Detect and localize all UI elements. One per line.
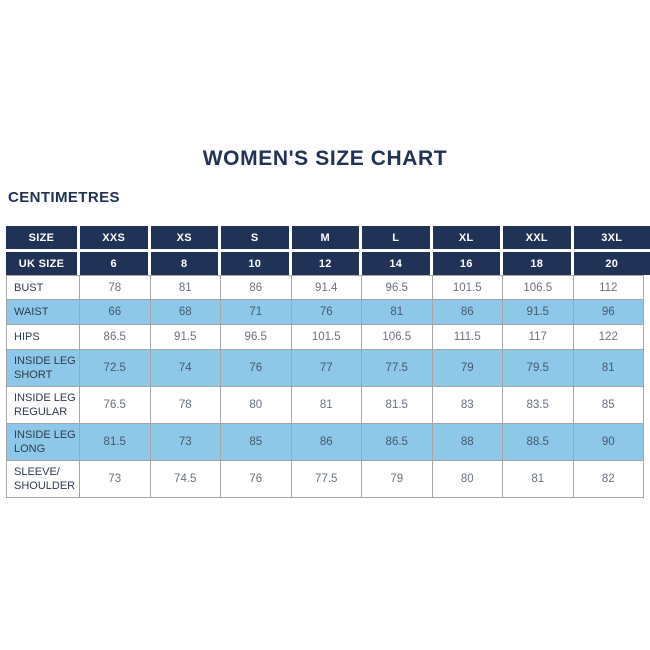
header-row-label: UK SIZE (6, 252, 80, 275)
header-size-cell: 3XL (573, 226, 650, 252)
measurement-cell: 73 (150, 424, 221, 461)
measurement-cell: 77.5 (291, 461, 362, 498)
measurement-cell: 122 (573, 325, 644, 350)
header-size-cell: 8 (150, 252, 221, 275)
measurement-cell: 86 (432, 300, 503, 325)
row-label: BUST (6, 275, 80, 300)
measurement-cell: 78 (80, 275, 151, 300)
measurement-cell: 81 (573, 350, 644, 387)
header-size-cell: 14 (362, 252, 433, 275)
measurement-cell: 88 (432, 424, 503, 461)
header-size-cell: XS (150, 226, 221, 252)
row-label: INSIDE LEG REGULAR (6, 387, 80, 424)
header-size-cell: 18 (503, 252, 574, 275)
row-label: HIPS (6, 325, 80, 350)
measurement-cell: 77 (291, 350, 362, 387)
measurement-cell: 111.5 (432, 325, 503, 350)
measurement-cell: 78 (150, 387, 221, 424)
measurement-cell: 76 (291, 300, 362, 325)
measurement-cell: 79 (362, 461, 433, 498)
row-label: SLEEVE/ SHOULDER (6, 461, 80, 498)
header-size-cell: 16 (432, 252, 503, 275)
page-title: WOMEN'S SIZE CHART (202, 147, 448, 170)
header-size-cell: 20 (573, 252, 650, 275)
measurement-cell: 76 (221, 461, 292, 498)
measurement-cell: 74.5 (150, 461, 221, 498)
measurement-cell: 76.5 (80, 387, 151, 424)
measurement-cell: 85 (573, 387, 644, 424)
measurement-cell: 72.5 (80, 350, 151, 387)
measurement-cell: 101.5 (291, 325, 362, 350)
measurement-cell: 79.5 (503, 350, 574, 387)
measurement-cell: 81.5 (80, 424, 151, 461)
measurement-cell: 81.5 (362, 387, 433, 424)
measurement-cell: 88.5 (503, 424, 574, 461)
measurement-cell: 74 (150, 350, 221, 387)
measurement-cell: 96.5 (221, 325, 292, 350)
measurement-cell: 82 (573, 461, 644, 498)
measurement-cell: 81 (291, 387, 362, 424)
measurement-cell: 77.5 (362, 350, 433, 387)
header-size-cell: 12 (291, 252, 362, 275)
header-size-cell: 10 (221, 252, 292, 275)
row-label: WAIST (6, 300, 80, 325)
measurement-cell: 101.5 (432, 275, 503, 300)
measurement-cell: 80 (221, 387, 292, 424)
measurement-cell: 68 (150, 300, 221, 325)
header-size-cell: S (221, 226, 292, 252)
header-row-label: SIZE (6, 226, 80, 252)
measurement-cell: 91.5 (150, 325, 221, 350)
measurement-cell: 96 (573, 300, 644, 325)
measurement-cell: 86 (291, 424, 362, 461)
measurement-cell: 86.5 (80, 325, 151, 350)
measurement-cell: 73 (80, 461, 151, 498)
measurement-cell: 81 (362, 300, 433, 325)
measurement-cell: 86.5 (362, 424, 433, 461)
size-table: SIZE XXS XS S M L XL XXL 3XL UK SIZE 6 8 10 12 14 16 18 2… (6, 226, 650, 498)
measurement-cell: 83.5 (503, 387, 574, 424)
header-size-cell: XXL (503, 226, 574, 252)
header-size-cell: L (362, 226, 433, 252)
measurement-cell: 91.4 (291, 275, 362, 300)
measurement-cell: 71 (221, 300, 292, 325)
measurement-cell: 76 (221, 350, 292, 387)
measurement-cell: 91.5 (503, 300, 574, 325)
measurement-cell: 81 (503, 461, 574, 498)
measurement-cell: 83 (432, 387, 503, 424)
measurement-cell: 112 (573, 275, 644, 300)
header-size-cell: M (291, 226, 362, 252)
row-label: INSIDE LEG SHORT (6, 350, 80, 387)
header-size-cell: XXS (80, 226, 151, 252)
header-size-cell: XL (432, 226, 503, 252)
header-size-cell: 6 (80, 252, 151, 275)
measurement-cell: 66 (80, 300, 151, 325)
row-label: INSIDE LEG LONG (6, 424, 80, 461)
measurement-cell: 86 (221, 275, 292, 300)
measurement-cell: 90 (573, 424, 644, 461)
measurement-cell: 81 (150, 275, 221, 300)
measurement-cell: 85 (221, 424, 292, 461)
measurement-cell: 106.5 (503, 275, 574, 300)
unit-label: CENTIMETRES (8, 189, 120, 206)
measurement-cell: 79 (432, 350, 503, 387)
measurement-cell: 96.5 (362, 275, 433, 300)
measurement-cell: 80 (432, 461, 503, 498)
measurement-cell: 117 (503, 325, 574, 350)
measurement-cell: 106.5 (362, 325, 433, 350)
